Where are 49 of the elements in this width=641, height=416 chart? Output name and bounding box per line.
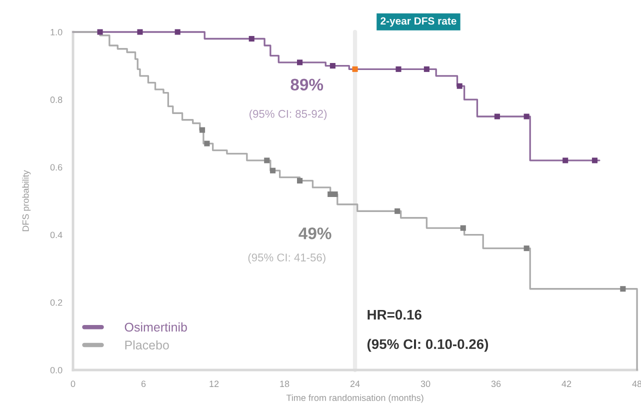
point xyxy=(456,83,462,89)
x-tick-label: 6 xyxy=(141,380,146,388)
point xyxy=(330,63,336,69)
point xyxy=(396,66,402,72)
point xyxy=(332,191,338,198)
point xyxy=(460,225,466,231)
x-tick-label: 0 xyxy=(70,380,76,388)
point xyxy=(620,286,626,292)
y-tick-label: 1.0 xyxy=(50,28,62,36)
point xyxy=(97,29,103,35)
point xyxy=(204,140,210,146)
point xyxy=(494,114,500,120)
y-tick-label: 0.6 xyxy=(50,164,62,171)
point xyxy=(424,66,430,72)
point xyxy=(174,29,180,35)
y-tick-label: 0.8 xyxy=(50,96,62,103)
x-tick-label: 18 xyxy=(280,380,290,388)
annotation: (95% CI: 0.10-0.26) xyxy=(367,338,488,352)
point xyxy=(297,60,303,66)
x-tick-label: 30 xyxy=(420,380,430,388)
point xyxy=(524,114,530,120)
point xyxy=(592,158,598,164)
point xyxy=(264,158,270,164)
point xyxy=(270,168,276,174)
point xyxy=(199,127,206,133)
y-tick-label: 0.2 xyxy=(50,299,62,306)
y-tick-label: 0.0 xyxy=(50,366,62,374)
point xyxy=(297,178,303,184)
point xyxy=(137,29,143,35)
annotation: 89% xyxy=(290,78,324,91)
point xyxy=(562,158,568,164)
annotation: (95% CI: 41-56) xyxy=(248,253,326,264)
point xyxy=(524,246,530,252)
annotation: 49% xyxy=(298,227,332,240)
x-tick-label: 42 xyxy=(562,380,572,387)
legend-label: Osimertinib xyxy=(124,322,187,332)
point xyxy=(248,36,254,42)
point xyxy=(352,66,358,72)
point xyxy=(394,208,400,214)
y-axis-title: DFS probability xyxy=(22,170,31,232)
annotation: (95% CI: 85-92) xyxy=(250,110,327,120)
text: 2-year DFS rate xyxy=(380,17,456,27)
annotation: HR=0.16 xyxy=(368,310,422,320)
x-tick-label: 12 xyxy=(210,380,219,387)
x-axis-title: Time from randomisation (months) xyxy=(286,394,424,403)
legend-label: Placebo xyxy=(125,340,169,350)
x-tick-label: 36 xyxy=(491,380,501,388)
x-tick-label: 24 xyxy=(350,380,360,387)
y-tick-label: 0.4 xyxy=(50,232,62,238)
